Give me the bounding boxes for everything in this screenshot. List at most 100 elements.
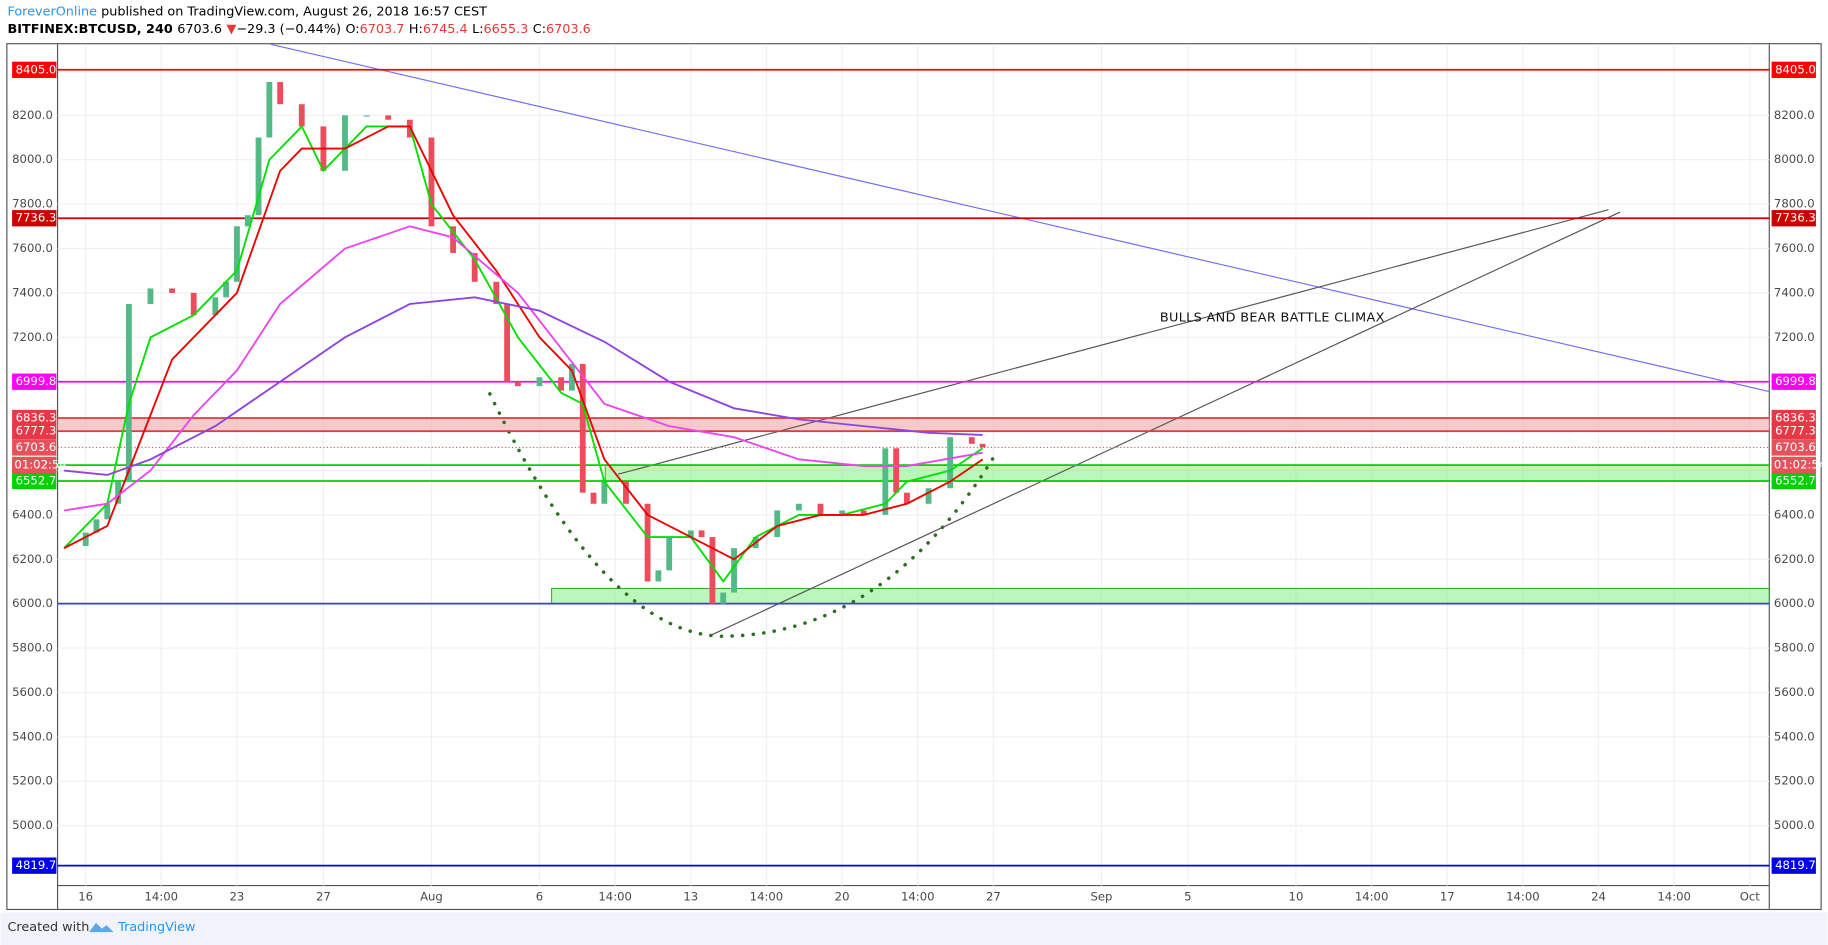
cup-arc (488, 392, 999, 638)
x-tick-label: Oct (1740, 890, 1761, 904)
y-tick-label: 7800.0 (1774, 197, 1815, 211)
candle (947, 437, 954, 489)
candle (558, 377, 565, 391)
candle (255, 137, 262, 216)
price-level-label: 4819.7 (16, 858, 57, 872)
x-tick-label: 14:00 (1657, 890, 1691, 904)
indicator-line (63, 125, 984, 561)
y-tick-label: 7400.0 (1774, 285, 1815, 299)
price-level-label: 6777.3 (1775, 424, 1816, 438)
candle (93, 519, 100, 533)
x-tick-label: 14:00 (1355, 890, 1389, 904)
x-tick-label: 17 (1440, 890, 1455, 904)
last: 6703.6 (177, 22, 222, 37)
y-tick-label: 8000.0 (12, 152, 53, 166)
symbol-line: BITFINEX:BTCUSD, 240 6703.6 ▼−29.3 (−0.4… (7, 22, 590, 37)
candle (731, 548, 737, 593)
author[interactable]: ForeverOnline (7, 4, 97, 19)
x-tick-label: 14:00 (145, 890, 179, 904)
candle (190, 292, 197, 316)
price-level-box (12, 61, 57, 78)
candle (687, 530, 694, 538)
y-tick-label: 8200.0 (12, 108, 53, 122)
price-level-label: 7736.3 (1775, 211, 1816, 225)
countdown: 01:02:54 (14, 457, 66, 471)
y-tick-label: 6400.0 (12, 507, 53, 521)
created-with: Created with (7, 920, 89, 935)
price-level-label: 4819.7 (1775, 858, 1816, 872)
symbol: BITFINEX:BTCUSD, 240 (7, 22, 172, 37)
x-tick-label: 27 (986, 890, 1001, 904)
x-tick-label: 24 (1591, 890, 1606, 904)
arrow: ▼ (226, 22, 236, 37)
candle (817, 503, 824, 515)
y-tick-label: 7600.0 (12, 241, 53, 255)
candle (169, 288, 176, 293)
candle (342, 115, 348, 171)
y-tick-label: 5600.0 (12, 685, 53, 699)
candle (968, 437, 975, 444)
change: −29.3 (−0.44%) (236, 22, 341, 37)
h-label: H: (409, 22, 423, 37)
y-tick-label: 6200.0 (12, 552, 53, 566)
price-level-label: 6999.8 (1775, 374, 1816, 388)
x-tick-label: 10 (1289, 890, 1304, 904)
price-level-box (1771, 439, 1816, 456)
indicator-line (63, 296, 983, 476)
candle (720, 592, 727, 604)
y-tick-label: 7600.0 (1774, 241, 1815, 255)
brand-logo (89, 922, 114, 933)
resistance-band (57, 417, 1770, 433)
header-line: ForeverOnline published on TradingView.c… (7, 4, 487, 19)
y-tick-label: 7800.0 (12, 197, 53, 211)
x-tick-label: 14:00 (598, 890, 632, 904)
trend-line (617, 209, 1609, 475)
y-tick-label: 7200.0 (12, 330, 53, 344)
countdown: 01:02:54 (1774, 457, 1826, 471)
indicator-line (63, 225, 983, 512)
candle (363, 115, 370, 117)
footer-bar (0, 912, 1828, 945)
y-tick-label: 8200.0 (1774, 108, 1815, 122)
x-tick-label: 13 (683, 890, 698, 904)
candle (601, 481, 608, 504)
price-level-label: 6999.8 (16, 374, 57, 388)
price-level-label: 6703.6 (16, 440, 57, 454)
y-tick-label: 6000.0 (1774, 596, 1815, 610)
price-level-box (1771, 472, 1816, 490)
x-tick-label: Sep (1090, 890, 1112, 904)
y-tick-label: 6400.0 (1774, 507, 1815, 521)
y-tick-label: 5000.0 (12, 818, 53, 832)
price-level-box (12, 439, 57, 456)
candle (644, 503, 651, 582)
candle (266, 82, 273, 138)
c-label: C: (533, 22, 546, 37)
price-level-label: 6777.3 (16, 424, 57, 438)
price-level-box (12, 409, 57, 427)
price-level-label: 6552.7 (1775, 473, 1816, 487)
candle (795, 503, 802, 511)
y-tick-label: 5000.0 (1774, 818, 1815, 832)
candle (385, 115, 392, 120)
x-tick-label: 14:00 (750, 890, 784, 904)
candle (223, 281, 230, 298)
price-level-box (12, 373, 57, 390)
frame (6, 43, 1822, 911)
x-tick-label: Aug (420, 890, 443, 904)
candle (698, 530, 705, 538)
candle (115, 481, 121, 504)
candle (579, 363, 586, 493)
candle (623, 481, 629, 504)
candle (493, 281, 500, 304)
candle (709, 537, 716, 604)
support-band (604, 464, 1770, 482)
brand[interactable]: TradingView (117, 920, 195, 935)
candle (212, 297, 219, 316)
y-tick-label: 5200.0 (1774, 774, 1815, 788)
countdown-box (1771, 456, 1816, 474)
candle (569, 363, 575, 391)
levels (57, 68, 1770, 867)
